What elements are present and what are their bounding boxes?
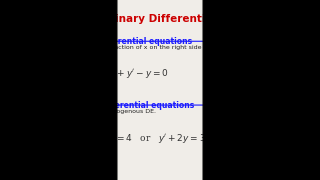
Text: Types of Ordinary Differential Equations: Types of Ordinary Differential Equations	[41, 14, 279, 24]
Text: Inhomogenous differential equations: Inhomogenous differential equations	[33, 101, 194, 110]
Text: $2y'' + y' - y = 0$: $2y'' + y' - y = 0$	[100, 67, 169, 80]
Text: K: K	[288, 24, 295, 34]
Text: Example:: Example:	[33, 123, 66, 129]
Text: Example:: Example:	[33, 58, 66, 64]
Text: Homogeneous differential equations: Homogeneous differential equations	[33, 37, 192, 46]
Text: There is no constant or function of x on the right side of the equation.: There is no constant or function of x on…	[33, 45, 254, 50]
Text: $2y'' - y = 4$   or   $y' + 2y = 3x$: $2y'' - y = 4$ or $y' + 2y = 3x$	[83, 132, 212, 145]
Text: KINEMASTER: KINEMASTER	[280, 40, 303, 44]
Text: Exact opposite to the homogenous DE.: Exact opposite to the homogenous DE.	[33, 109, 156, 114]
